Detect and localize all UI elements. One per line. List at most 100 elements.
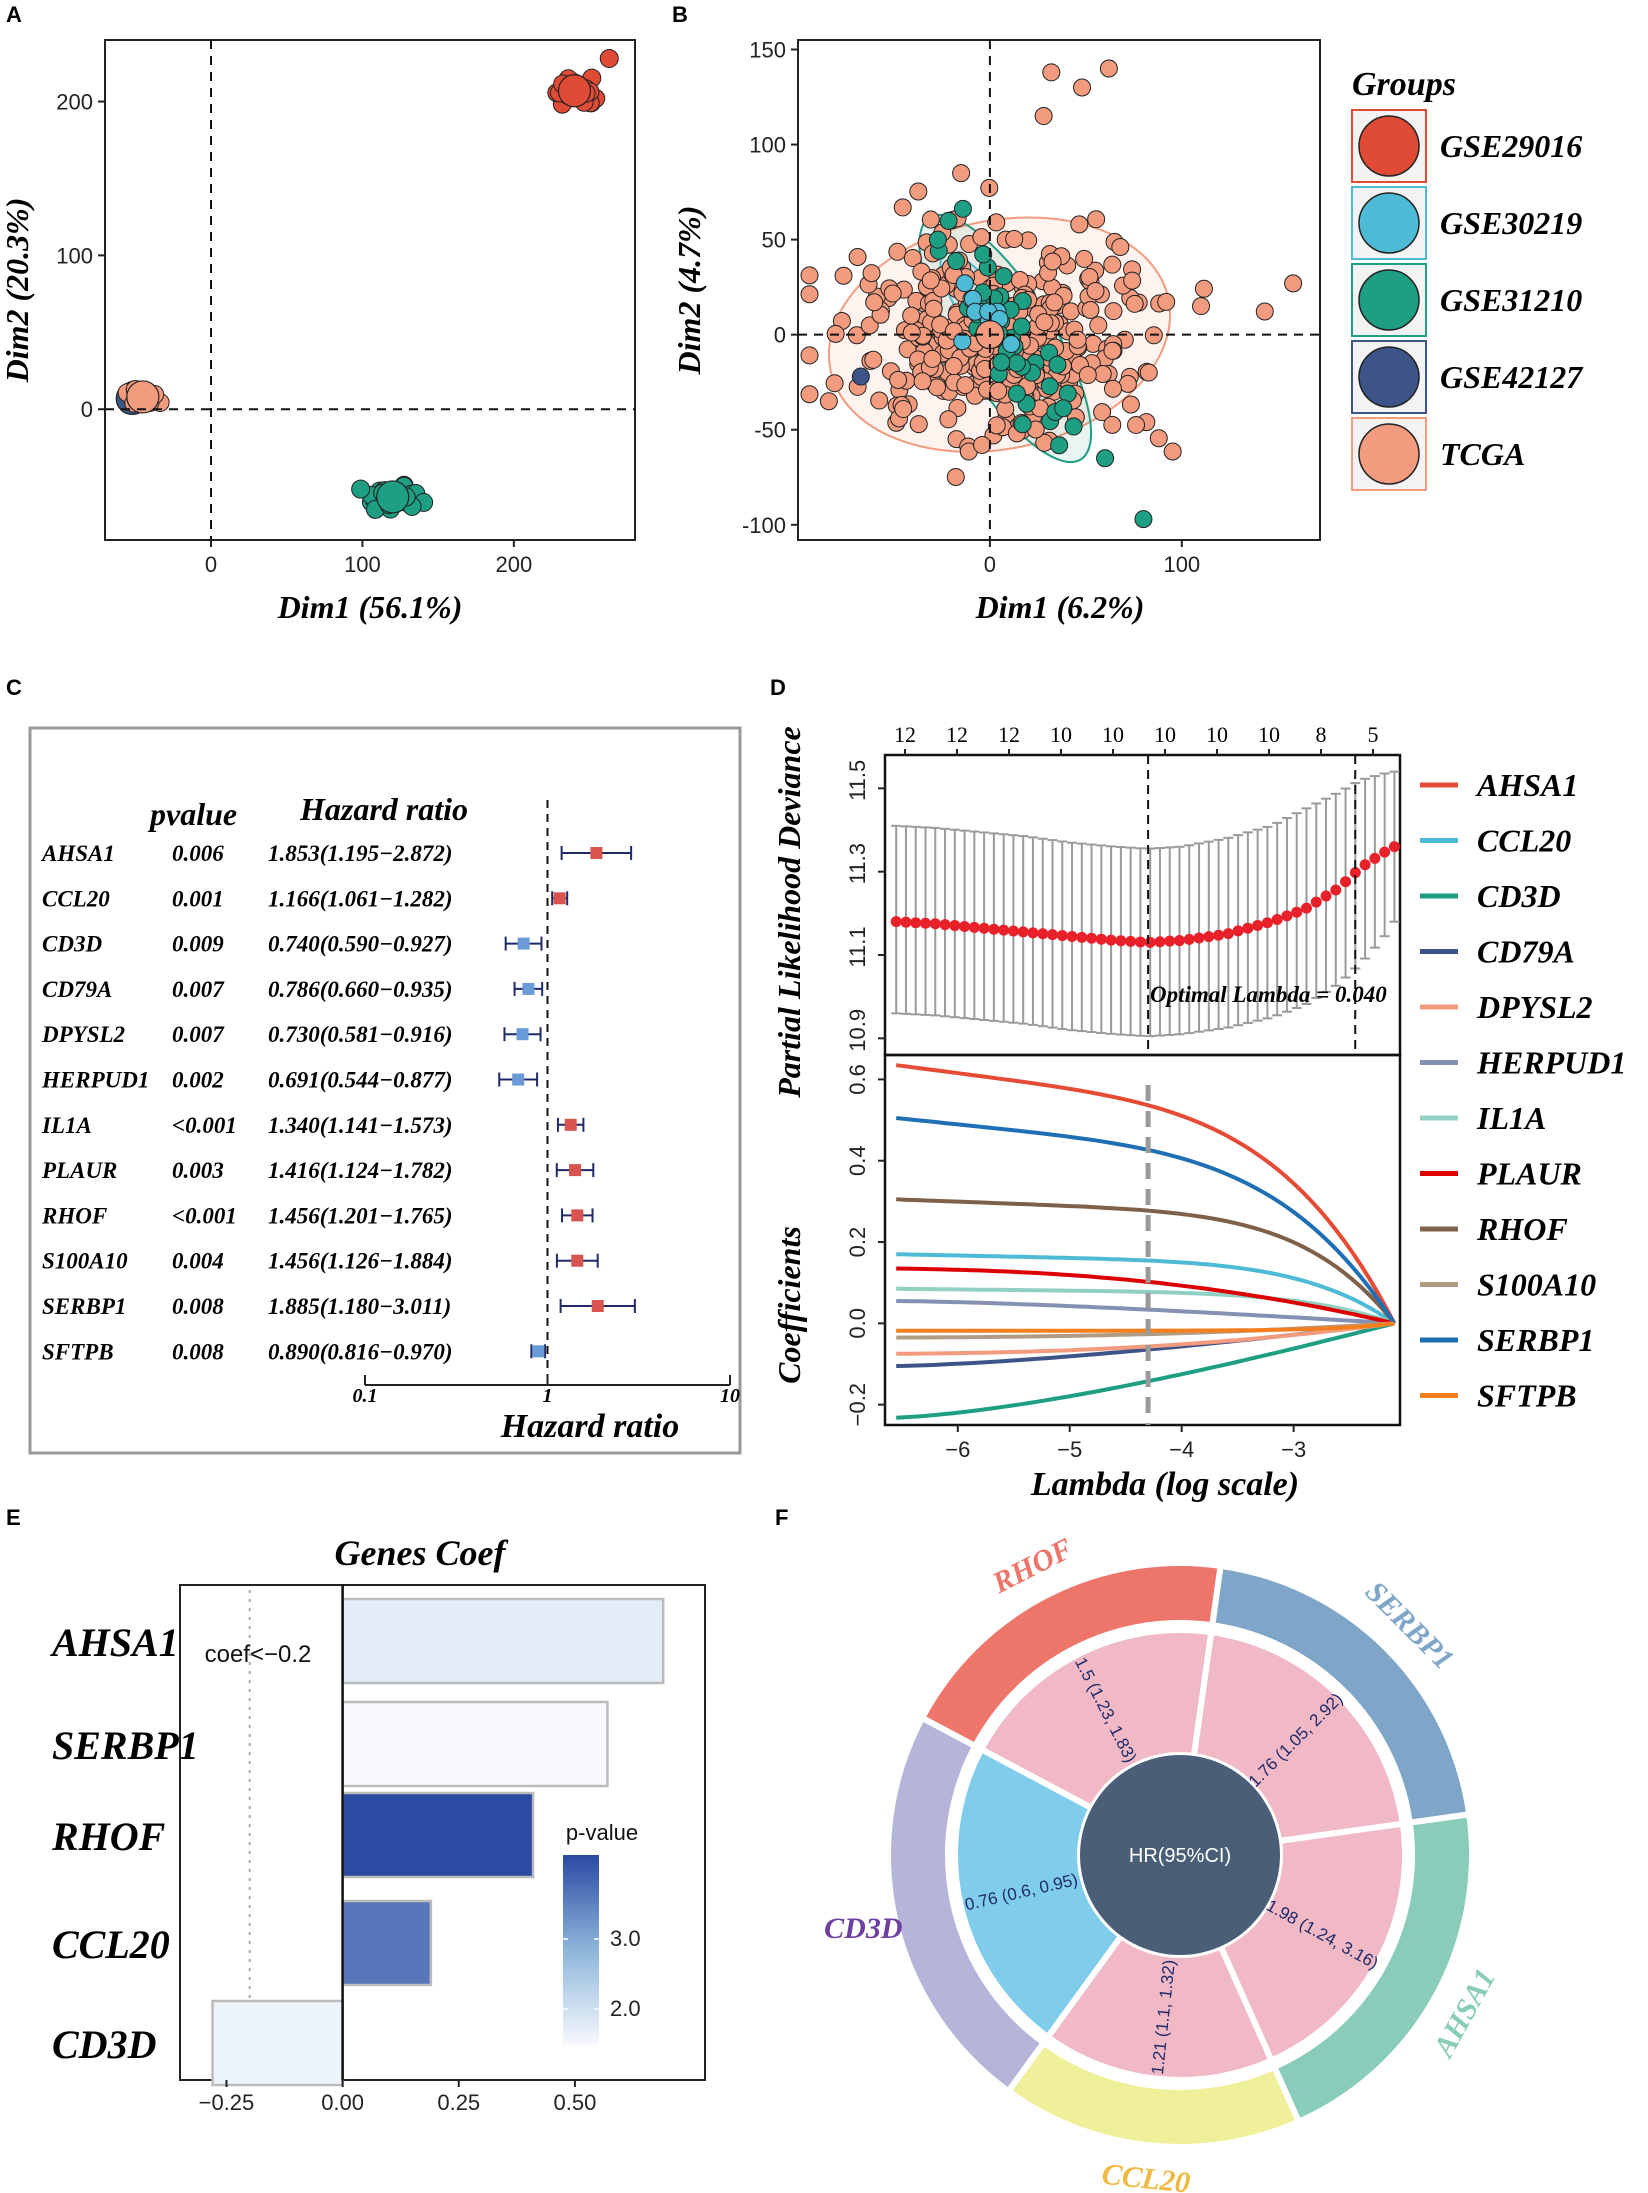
- panel-b-point: [952, 164, 971, 183]
- forest-gene-label: SFTPB: [42, 1339, 114, 1364]
- panel-b-point: [989, 381, 1008, 400]
- panel-a-point: [599, 48, 619, 68]
- forest-pvalue: 0.006: [172, 841, 224, 866]
- forest-gene-label: HERPUD1: [41, 1068, 149, 1093]
- panel-e-xtick-label: −0.25: [199, 2090, 255, 2115]
- forest-gene-label: SERBP1: [42, 1294, 126, 1319]
- forest-pvalue: 0.008: [172, 1339, 224, 1364]
- panel-b-pca: 0 100 -100 -50 0 50 100 150 Dim1 (6.2%) Dim2 (4…: [671, 38, 1584, 625]
- panel-b-xlabel: Dim1 (6.2%): [975, 589, 1145, 625]
- panel-b-point: [1103, 379, 1122, 398]
- panel-d-bottom-ylabel: Coefficients: [771, 1226, 807, 1384]
- forest-point: [590, 847, 603, 859]
- panel-d-bottom-ytick-label: 0.4: [845, 1145, 870, 1176]
- forest-axis-tick-label: 10: [720, 1385, 740, 1407]
- cv-point: [1203, 931, 1215, 943]
- panel-b-legend-dot: [1358, 269, 1420, 331]
- panel-d-axes: −6 −5 −4 −3 10.9 11.1 11.3 11.5 −0.2 0.0 0.2 0.4 0.6…: [845, 722, 1379, 1462]
- panel-a-xlabel: Dim1 (56.1%): [277, 589, 463, 625]
- cv-point: [1242, 922, 1254, 934]
- panel-b-legend-title: Groups: [1352, 66, 1456, 103]
- panel-b-point: [865, 293, 884, 312]
- forest-gene-label: CD3D: [42, 932, 102, 957]
- panel-a-pca: 0 100 200 0 100 200 Dim1 (56.1%) Dim2 (20.3%): [0, 39, 636, 625]
- panel-a-xtick-label: 0: [205, 552, 217, 577]
- panel-b-point: [1121, 395, 1140, 414]
- panel-d-legend-label: CD3D: [1477, 878, 1561, 914]
- panel-d-count-label: 10: [1258, 722, 1280, 747]
- panel-d-xtick-label: −5: [1057, 1437, 1082, 1462]
- panel-b-point: [939, 410, 958, 429]
- panel-b-point: [1040, 377, 1059, 396]
- panel-label-e: E: [6, 1505, 21, 1530]
- coef-path-sftpb: [896, 1321, 1395, 1333]
- panel-b-point: [921, 271, 940, 290]
- forest-point: [564, 1118, 577, 1131]
- forest-point: [569, 1164, 582, 1177]
- forest-point: [553, 892, 566, 905]
- cv-point: [1134, 936, 1146, 948]
- panel-b-point: [1007, 384, 1026, 403]
- forest-hr-text: 0.890(0.816−0.970): [268, 1339, 453, 1364]
- panel-d-top-ytick-label: 11.3: [845, 843, 870, 884]
- forest-gene-label: RHOF: [41, 1203, 107, 1228]
- forest-point: [512, 1073, 525, 1086]
- panel-c-frame: [28, 726, 742, 1455]
- panel-a-point: [351, 479, 371, 499]
- forest-header-pvalue: pvalue: [147, 796, 237, 832]
- cv-point: [1056, 930, 1068, 942]
- forest-pvalue: 0.001: [172, 886, 224, 911]
- panel-b-point: [851, 367, 870, 386]
- panel-d-coef-plot: [895, 1063, 1397, 1425]
- cv-point: [1154, 936, 1166, 948]
- panel-b-point: [1070, 215, 1089, 234]
- forest-rows: AHSA1 0.006 1.853(1.195−2.872) CCL20 0.001 1.…: [40, 800, 636, 1375]
- panel-b-point: [973, 435, 992, 454]
- forest-pvalue: 0.004: [172, 1249, 224, 1274]
- panel-a-xtick-label: 200: [495, 552, 532, 577]
- panel-b-point: [894, 400, 913, 419]
- panel-e-threshold-label: coef<−0.2: [205, 1641, 312, 1668]
- panel-b-point: [924, 299, 943, 318]
- panel-d-xtick-label: −6: [945, 1437, 970, 1462]
- panel-b-point: [1255, 302, 1274, 321]
- panel-b-point: [987, 213, 1006, 232]
- panel-e-bars: AHSA1 SERBP1 RHOF CCL20 CD3D: [49, 1585, 665, 2087]
- forest-gene-label: DPYSL2: [41, 1022, 125, 1047]
- panel-e-bar-rhof: [341, 1791, 535, 1879]
- panel-b-ylabel: Dim2 (4.7%): [671, 206, 707, 376]
- panel-b-point: [955, 274, 974, 293]
- panel-e-axes: −0.25 0.00 0.25 0.50: [199, 2080, 596, 2115]
- panel-b-point: [1043, 252, 1062, 271]
- panel-b-legend-label: GSE30219: [1440, 205, 1582, 241]
- panel-d-legend-label: RHOF: [1476, 1211, 1568, 1247]
- panel-b-point: [1035, 313, 1054, 332]
- panel-e-category-label: RHOF: [51, 1814, 166, 1859]
- panel-label-c: C: [6, 675, 22, 700]
- panel-b-point: [921, 210, 940, 229]
- cv-point: [959, 920, 971, 932]
- panel-d-top-ytick-label: 11.1: [845, 926, 870, 967]
- forest-hr-text: 0.786(0.660−0.935): [268, 977, 453, 1002]
- panel-b-point: [947, 252, 966, 271]
- panel-b-ytick-label: 100: [749, 133, 786, 158]
- panel-d-xtick-label: −3: [1281, 1437, 1306, 1462]
- cv-point: [1144, 936, 1156, 948]
- panel-b-point: [800, 266, 819, 285]
- forest-hr-text: 1.340(1.141−1.573): [268, 1113, 453, 1138]
- panel-b-point: [1064, 417, 1083, 436]
- panel-b-point: [1007, 354, 1026, 373]
- panel-e-legend-title: p-value: [566, 1820, 638, 1845]
- panel-b-point: [902, 306, 921, 325]
- forest-pvalue: 0.003: [172, 1158, 224, 1183]
- panel-e-bar-serbp1: [341, 1700, 609, 1788]
- coef-path-ccl20: [896, 1252, 1396, 1326]
- cv-point: [1291, 906, 1303, 918]
- panel-d-legend-label: CCL20: [1477, 823, 1571, 859]
- panel-b-point: [1002, 334, 1021, 353]
- cv-point: [1095, 933, 1107, 945]
- panel-d-count-label: 8: [1316, 722, 1327, 747]
- panel-b-point: [1194, 279, 1213, 298]
- panel-e-bar-ccl20: [341, 1899, 433, 1987]
